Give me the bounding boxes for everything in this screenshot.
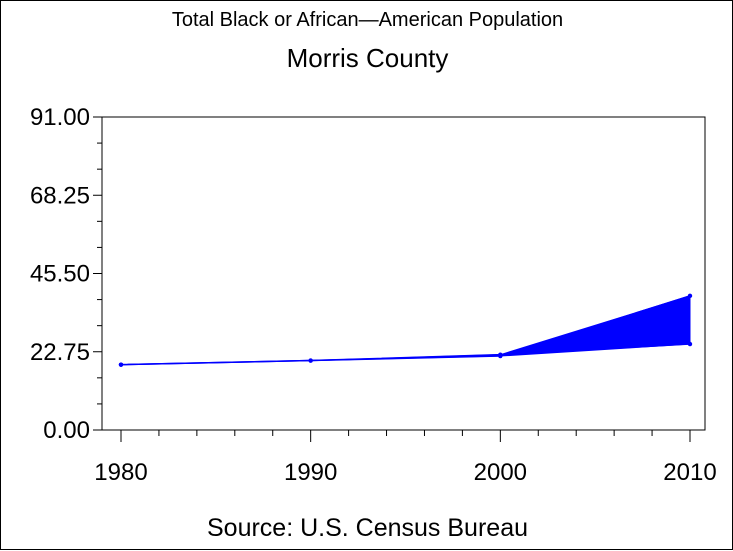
chart-title: Total Black or African—American Populati… xyxy=(171,9,564,31)
x-tick-label: 1990 xyxy=(284,459,337,486)
axes: 0.00 22.75 45.50 68.25 91.00 1980 1990 2000 2010 xyxy=(30,104,717,486)
data-point xyxy=(687,341,693,347)
source-note: Source: U.S. Census Bureau xyxy=(207,514,528,542)
y-tick-label: 91.00 xyxy=(30,104,90,131)
chart-subtitle: Morris County xyxy=(286,43,449,73)
series-band xyxy=(120,295,691,366)
y-tick-label: 0.00 xyxy=(43,417,90,444)
series-line-2 xyxy=(120,343,691,366)
y-tick-label: 68.25 xyxy=(30,182,90,209)
x-tick-label: 1980 xyxy=(94,459,147,486)
y-tick-label: 22.75 xyxy=(30,339,90,366)
data-point xyxy=(498,352,503,357)
data-point xyxy=(118,362,124,367)
data-point xyxy=(687,293,693,299)
x-tick-label: 2010 xyxy=(663,459,716,486)
x-tick-label: 2000 xyxy=(474,459,527,486)
chart-marks xyxy=(118,293,693,367)
y-tick-label: 45.50 xyxy=(30,261,90,288)
data-point xyxy=(308,358,313,363)
plot-frame xyxy=(101,116,706,431)
